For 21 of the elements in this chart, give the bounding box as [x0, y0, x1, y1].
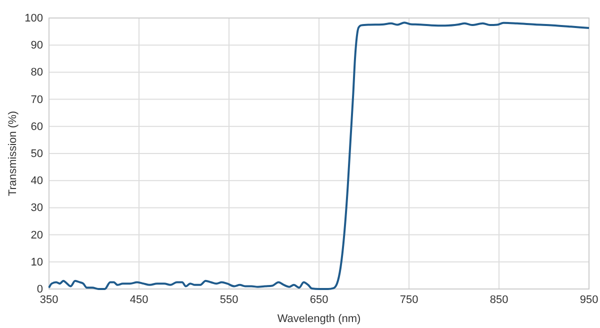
x-tick-label: 850 — [490, 294, 508, 306]
y-axis-title: Transmission (%) — [7, 110, 19, 196]
y-tick-label: 80 — [30, 66, 43, 79]
x-tick-label: 550 — [220, 294, 238, 306]
y-tick-label: 40 — [30, 175, 43, 188]
x-axis-title: Wavelength (nm) — [277, 313, 361, 325]
x-tick-label: 450 — [130, 294, 148, 306]
x-tick-label: 950 — [580, 294, 598, 306]
y-tick-label: 50 — [30, 148, 43, 160]
y-tick-label: 70 — [30, 94, 43, 106]
y-tick-label: 20 — [30, 229, 43, 242]
x-tick-label: 350 — [40, 294, 58, 306]
y-tick-label: 100 — [24, 12, 43, 25]
y-tick-label: 90 — [30, 40, 43, 52]
y-tick-label: 30 — [30, 202, 43, 214]
y-tick-label: 0 — [36, 284, 43, 296]
line-series — [48, 22, 590, 290]
x-tick-label: 750 — [400, 294, 418, 306]
y-tick-label: 60 — [30, 120, 43, 133]
x-tick-label: 650 — [310, 294, 328, 306]
y-tick-label: 10 — [30, 256, 43, 268]
